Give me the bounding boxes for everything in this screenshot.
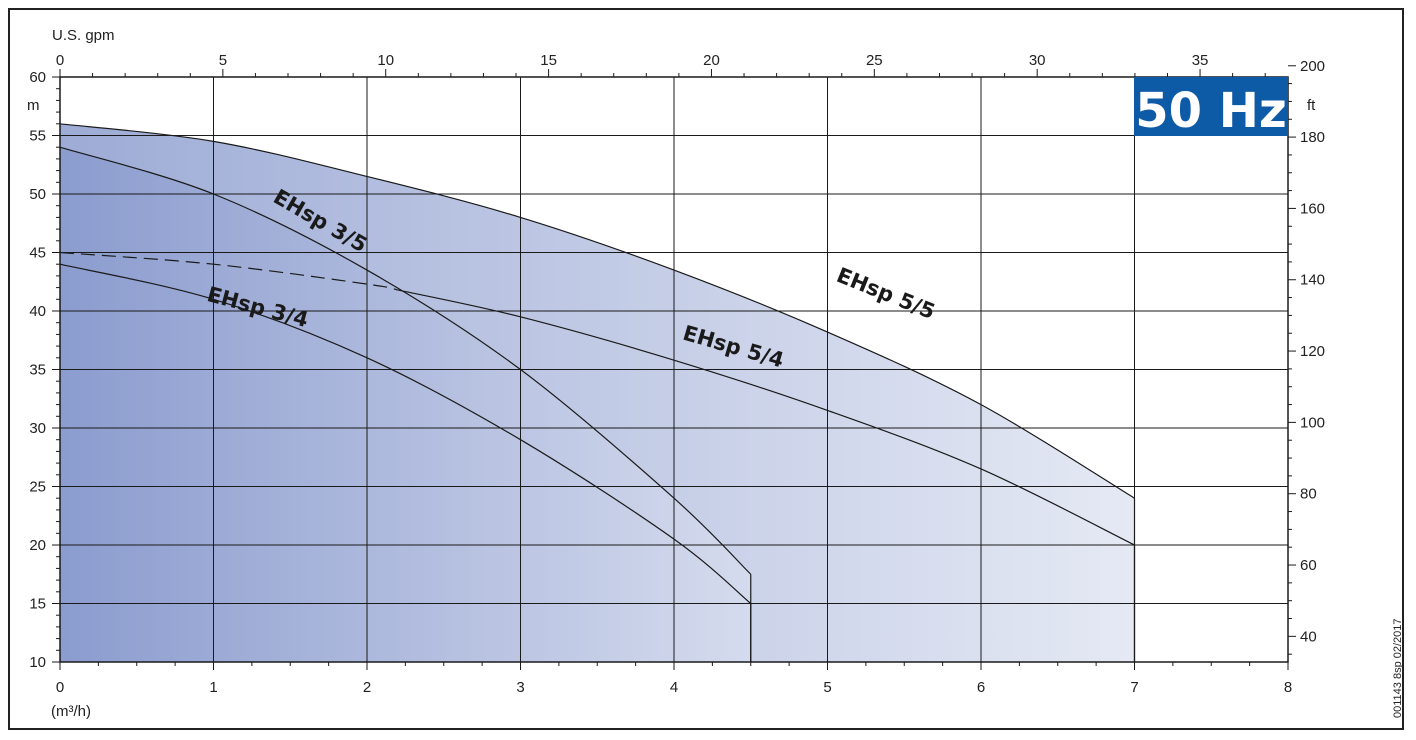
left-unit-label: m: [27, 97, 40, 114]
tick-label-x-bottom: 7: [1130, 679, 1138, 696]
tick-label-x-bottom: 2: [363, 679, 371, 696]
tick-label-y-left: 55: [29, 128, 46, 145]
curve-ehsp-5-5: [59, 123, 1135, 499]
curve-label-ehsp-5-5: EHsp 5/5: [833, 263, 938, 324]
tick-label-x-bottom: 5: [823, 679, 831, 696]
right-unit-label: ft: [1307, 97, 1316, 114]
hz-badge: [1134, 77, 1288, 136]
tick-label-x-top: 0: [56, 52, 64, 69]
tick-label-y-right: 80: [1300, 486, 1317, 503]
curve-ehsp-3-4: [59, 263, 752, 604]
tick-label-x-top: 35: [1192, 52, 1209, 69]
curve-ehsp-5-4: [397, 289, 1135, 546]
tick-label-x-top: 5: [219, 52, 227, 69]
tick-label-y-left: 60: [29, 69, 46, 86]
tick-label-y-right: 40: [1300, 628, 1317, 645]
tick-label-x-top: 10: [377, 52, 394, 69]
tick-label-y-right: 100: [1300, 414, 1325, 431]
tick-label-y-left: 50: [29, 186, 46, 203]
tick-label-y-right: 160: [1300, 200, 1325, 217]
tick-label-y-right: 140: [1300, 272, 1325, 289]
tick-label-x-bottom: 1: [209, 679, 217, 696]
tick-label-x-bottom: 6: [977, 679, 985, 696]
tick-label-y-left: 35: [29, 362, 46, 379]
hz-badge-text: 50 Hz: [1135, 83, 1287, 139]
footnote: 001143 8sp 02/2017: [1392, 618, 1404, 719]
tick-label-x-bottom: 8: [1284, 679, 1292, 696]
tick-label-y-left: 10: [29, 654, 46, 671]
tick-label-x-top: 20: [703, 52, 720, 69]
tick-label-y-right: 120: [1300, 343, 1325, 360]
tick-label-x-top: 15: [540, 52, 557, 69]
tick-label-x-bottom: 3: [516, 679, 524, 696]
tick-label-y-left: 45: [29, 245, 46, 262]
tick-label-y-right: 60: [1300, 557, 1317, 574]
tick-label-x-bottom: 0: [56, 679, 64, 696]
tick-label-y-right: 200: [1300, 58, 1325, 75]
tick-label-y-left: 20: [29, 537, 46, 554]
chart-frame: [8, 8, 1404, 730]
area-ehsp-3-5: [60, 147, 751, 662]
tick-label-x-top: 25: [866, 52, 883, 69]
tick-label-y-left: 40: [29, 303, 46, 320]
tick-label-x-top: 30: [1029, 52, 1046, 69]
curve-ehsp-3-5: [59, 146, 752, 575]
tick-label-y-left: 15: [29, 596, 46, 613]
curve-ehsp-5-4-dashed: [59, 251, 398, 291]
tick-label-y-right: 180: [1300, 129, 1325, 146]
top-axis-title: U.S. gpm: [52, 27, 115, 44]
tick-label-x-bottom: 4: [670, 679, 678, 696]
tick-label-y-left: 30: [29, 420, 46, 437]
bottom-unit-label: (m³/h): [51, 703, 91, 720]
tick-label-y-left: 25: [29, 479, 46, 496]
